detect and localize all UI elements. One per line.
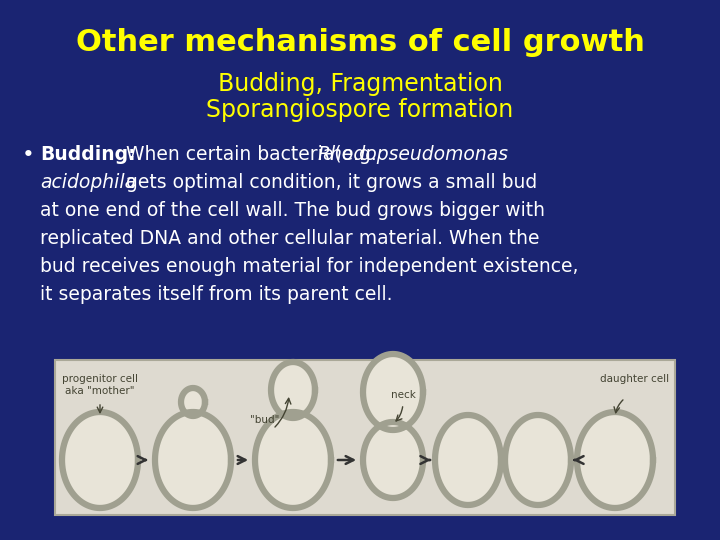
Text: •: • bbox=[22, 145, 35, 165]
Polygon shape bbox=[363, 354, 423, 430]
Text: gets optimal condition, it grows a small bud: gets optimal condition, it grows a small… bbox=[120, 173, 537, 192]
Polygon shape bbox=[271, 362, 315, 418]
Polygon shape bbox=[505, 415, 571, 505]
Text: "bud": "bud" bbox=[251, 415, 279, 425]
Text: When certain bacteria(e.g.: When certain bacteria(e.g. bbox=[120, 145, 377, 164]
Text: daughter cell: daughter cell bbox=[600, 374, 670, 384]
Polygon shape bbox=[363, 422, 423, 498]
Text: neck: neck bbox=[390, 390, 415, 400]
Text: Rhodopseudomonas: Rhodopseudomonas bbox=[318, 145, 509, 164]
Polygon shape bbox=[435, 415, 501, 505]
Text: Sporangiospore formation: Sporangiospore formation bbox=[207, 98, 513, 122]
Polygon shape bbox=[62, 412, 138, 508]
Text: Budding, Fragmentation: Budding, Fragmentation bbox=[217, 72, 503, 96]
Polygon shape bbox=[577, 412, 653, 508]
FancyBboxPatch shape bbox=[55, 360, 675, 515]
Text: replicated DNA and other cellular material. When the: replicated DNA and other cellular materi… bbox=[40, 229, 539, 248]
Polygon shape bbox=[181, 388, 205, 416]
Text: it separates itself from its parent cell.: it separates itself from its parent cell… bbox=[40, 285, 392, 304]
Text: progenitor cell
aka "mother": progenitor cell aka "mother" bbox=[62, 374, 138, 396]
Text: Other mechanisms of cell growth: Other mechanisms of cell growth bbox=[76, 28, 644, 57]
Text: acidophila: acidophila bbox=[40, 173, 136, 192]
Polygon shape bbox=[255, 412, 331, 508]
Polygon shape bbox=[155, 412, 231, 508]
Text: Budding:: Budding: bbox=[40, 145, 135, 164]
Text: bud receives enough material for independent existence,: bud receives enough material for indepen… bbox=[40, 257, 578, 276]
Text: at one end of the cell wall. The bud grows bigger with: at one end of the cell wall. The bud gro… bbox=[40, 201, 545, 220]
